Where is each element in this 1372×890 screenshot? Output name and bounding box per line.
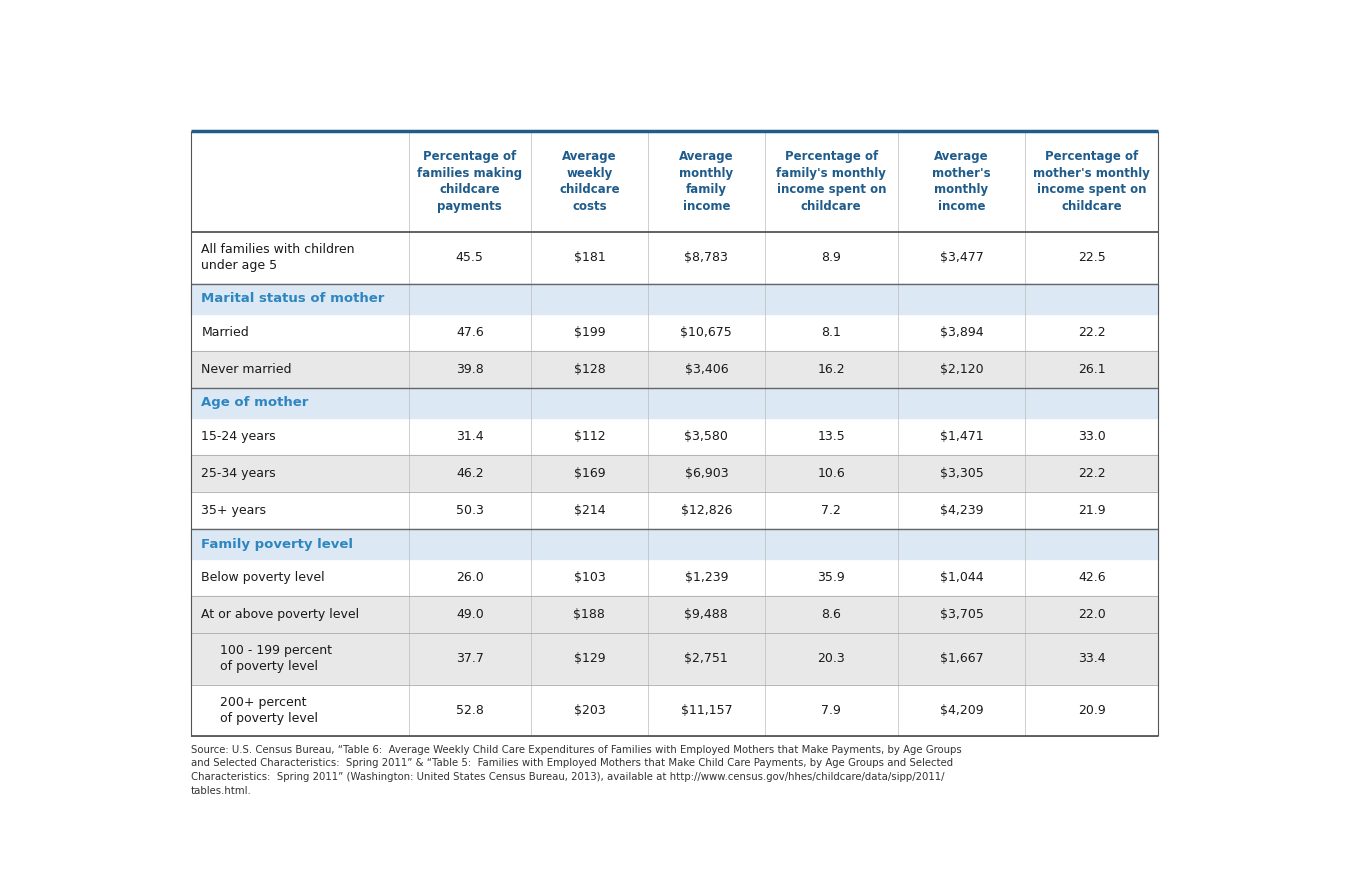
Text: $3,305: $3,305 [940, 467, 984, 480]
Text: 100 - 199 percent
of poverty level: 100 - 199 percent of poverty level [221, 644, 332, 674]
Text: 22.0: 22.0 [1078, 608, 1106, 621]
Text: 20.3: 20.3 [818, 652, 845, 666]
Text: 31.4: 31.4 [456, 430, 483, 443]
Bar [191, 284, 1158, 314]
Text: Average
weekly
childcare
costs: Average weekly childcare costs [558, 150, 620, 213]
Text: Never married: Never married [202, 363, 292, 376]
Bar [191, 388, 1158, 418]
Text: 13.5: 13.5 [818, 430, 845, 443]
Text: 42.6: 42.6 [1078, 571, 1106, 584]
Text: 8.9: 8.9 [822, 251, 841, 264]
Text: $128: $128 [573, 363, 605, 376]
Text: $12,826: $12,826 [681, 504, 733, 517]
Text: $1,471: $1,471 [940, 430, 984, 443]
Bar [191, 596, 1158, 633]
Text: Family poverty level: Family poverty level [202, 538, 353, 551]
Text: All families with children
under age 5: All families with children under age 5 [202, 243, 355, 272]
Bar [191, 284, 1158, 314]
Text: $6,903: $6,903 [685, 467, 729, 480]
Text: $3,580: $3,580 [685, 430, 729, 443]
Text: Percentage of
family's monthly
income spent on
childcare: Percentage of family's monthly income sp… [777, 150, 886, 213]
Text: 22.2: 22.2 [1078, 467, 1106, 480]
Text: $2,751: $2,751 [685, 652, 729, 666]
Text: Percentage of
families making
childcare
payments: Percentage of families making childcare … [417, 150, 523, 213]
Text: $129: $129 [573, 652, 605, 666]
Text: 45.5: 45.5 [456, 251, 484, 264]
Text: $1,667: $1,667 [940, 652, 984, 666]
Text: 25-34 years: 25-34 years [202, 467, 276, 480]
Text: $181: $181 [573, 251, 605, 264]
Text: $1,239: $1,239 [685, 571, 729, 584]
Text: $1,044: $1,044 [940, 571, 984, 584]
Text: 47.6: 47.6 [456, 326, 484, 339]
Text: 10.6: 10.6 [818, 467, 845, 480]
Text: $203: $203 [573, 704, 605, 716]
Text: 7.2: 7.2 [822, 504, 841, 517]
Text: 33.0: 33.0 [1078, 430, 1106, 443]
Bar [191, 633, 1158, 684]
Text: Marital status of mother: Marital status of mother [202, 292, 384, 305]
Text: 50.3: 50.3 [456, 504, 484, 517]
Text: 7.9: 7.9 [822, 704, 841, 716]
Text: $188: $188 [573, 608, 605, 621]
Text: 15-24 years: 15-24 years [202, 430, 276, 443]
Text: $3,894: $3,894 [940, 326, 984, 339]
Text: 21.9: 21.9 [1078, 504, 1106, 517]
Bar [191, 559, 1158, 596]
Text: $3,705: $3,705 [940, 608, 984, 621]
Text: 8.6: 8.6 [822, 608, 841, 621]
Bar [191, 418, 1158, 455]
Text: Age of mother: Age of mother [202, 396, 309, 409]
Text: Below poverty level: Below poverty level [202, 571, 325, 584]
Text: Average
mother's
monthly
income: Average mother's monthly income [932, 150, 991, 213]
Text: $9,488: $9,488 [685, 608, 729, 621]
Text: Percentage of
mother's monthly
income spent on
childcare: Percentage of mother's monthly income sp… [1033, 150, 1150, 213]
Bar [191, 455, 1158, 492]
Text: $103: $103 [573, 571, 605, 584]
Text: 35+ years: 35+ years [202, 504, 266, 517]
Text: Source: U.S. Census Bureau, “Table 6:  Average Weekly Child Care Expenditures of: Source: U.S. Census Bureau, “Table 6: Av… [191, 745, 962, 796]
Bar [191, 314, 1158, 351]
Text: $112: $112 [573, 430, 605, 443]
Text: 52.8: 52.8 [456, 704, 484, 716]
Text: $2,120: $2,120 [940, 363, 984, 376]
Text: At or above poverty level: At or above poverty level [202, 608, 359, 621]
Text: $3,406: $3,406 [685, 363, 729, 376]
Bar [191, 529, 1158, 559]
Bar [191, 131, 1158, 232]
Text: 20.9: 20.9 [1078, 704, 1106, 716]
Text: $4,239: $4,239 [940, 504, 984, 517]
Text: $8,783: $8,783 [685, 251, 729, 264]
Text: 33.4: 33.4 [1078, 652, 1106, 666]
Text: 200+ percent
of poverty level: 200+ percent of poverty level [221, 696, 318, 724]
Bar [191, 232, 1158, 284]
Text: 26.1: 26.1 [1078, 363, 1106, 376]
Bar [191, 351, 1158, 388]
Text: $4,209: $4,209 [940, 704, 984, 716]
Text: $169: $169 [573, 467, 605, 480]
Text: 35.9: 35.9 [818, 571, 845, 584]
Text: 46.2: 46.2 [456, 467, 483, 480]
Bar [191, 492, 1158, 529]
Bar [191, 684, 1158, 736]
Text: 39.8: 39.8 [456, 363, 484, 376]
Bar [191, 529, 1158, 559]
Text: Average
monthly
family
income: Average monthly family income [679, 150, 734, 213]
Bar [191, 388, 1158, 418]
Text: 22.5: 22.5 [1078, 251, 1106, 264]
Text: $3,477: $3,477 [940, 251, 984, 264]
Text: 37.7: 37.7 [456, 652, 484, 666]
Text: 22.2: 22.2 [1078, 326, 1106, 339]
Text: $199: $199 [573, 326, 605, 339]
Text: $214: $214 [573, 504, 605, 517]
Text: Married: Married [202, 326, 250, 339]
Text: $10,675: $10,675 [681, 326, 733, 339]
Text: 16.2: 16.2 [818, 363, 845, 376]
Text: 26.0: 26.0 [456, 571, 484, 584]
Text: 8.1: 8.1 [822, 326, 841, 339]
Text: $11,157: $11,157 [681, 704, 733, 716]
Text: 49.0: 49.0 [456, 608, 484, 621]
